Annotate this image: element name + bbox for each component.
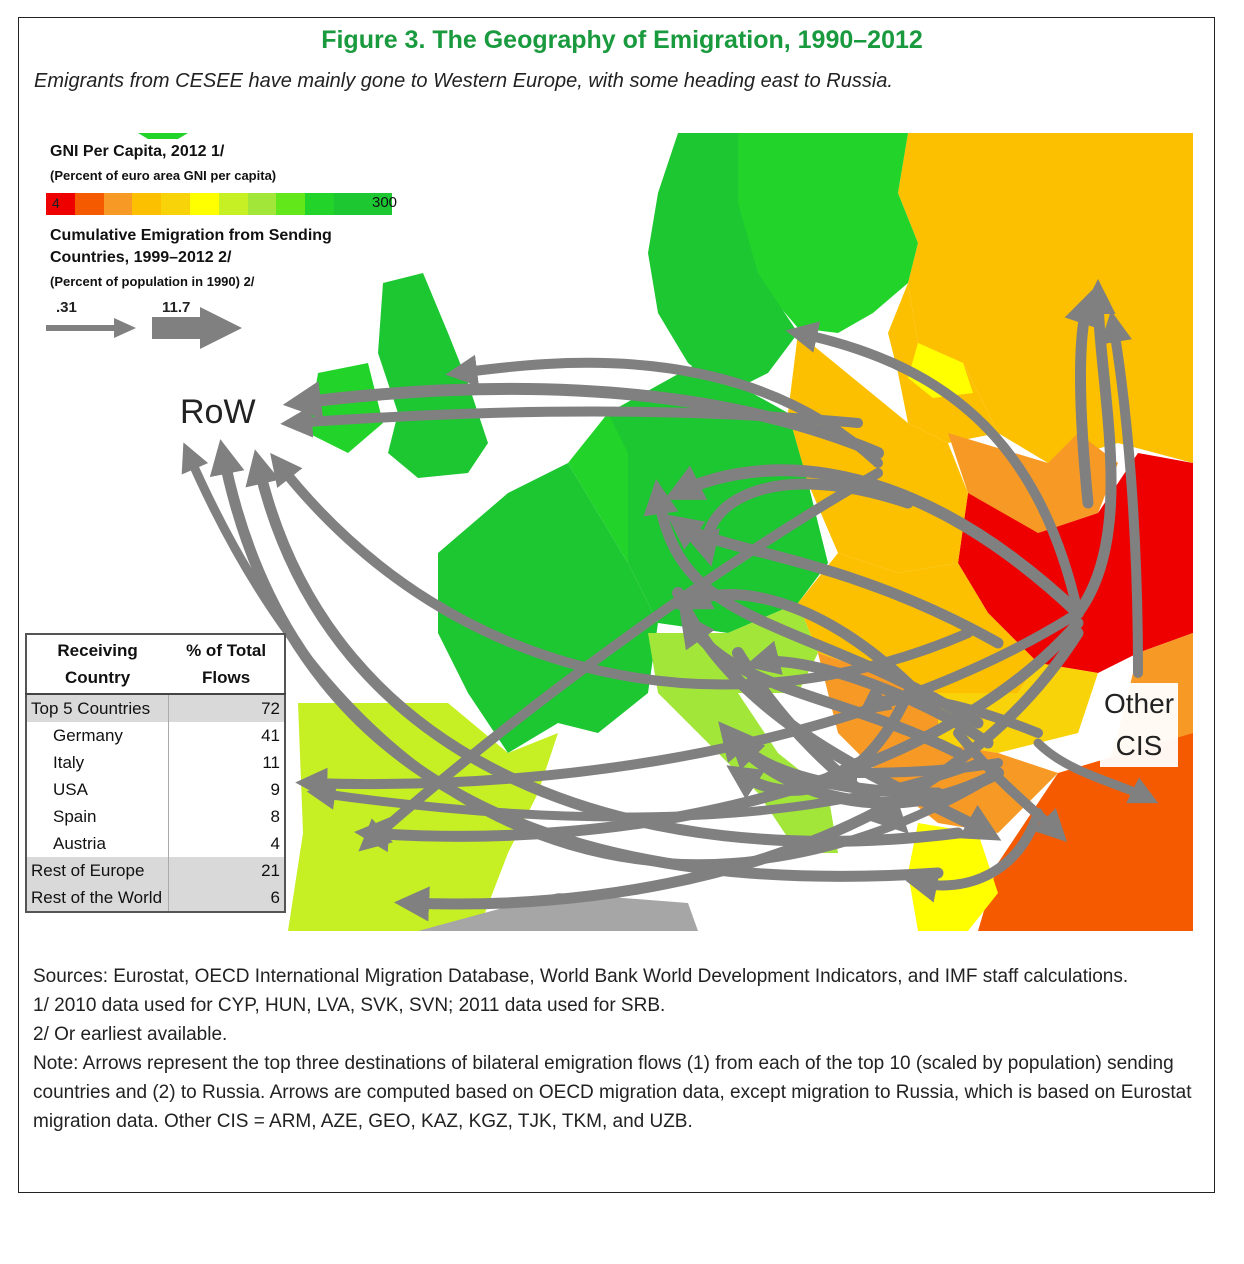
gni-scale-swatch (46, 193, 75, 215)
iberia-region (288, 703, 558, 931)
flow-arrow (306, 758, 983, 822)
footnote-1: 1/ 2010 data used for CYP, HUN, LVA, SVK… (33, 995, 666, 1016)
arrow-scale-large-label: 11.7 (162, 299, 191, 316)
table-row: Rest of Europe 21 (26, 857, 285, 884)
row-share: 41 (167, 722, 285, 749)
row-country: Italy (53, 753, 85, 772)
greece-region (908, 823, 998, 931)
flow-arrow (1033, 738, 1159, 804)
figure-title: Figure 3. The Geography of Emigration, 1… (321, 26, 923, 54)
flow-arrow (358, 468, 883, 852)
flow-arrow (672, 587, 1002, 841)
flow-arrow (664, 464, 1084, 619)
benelux-region (568, 413, 628, 563)
flow-arrow (732, 647, 909, 834)
france-region (438, 463, 658, 753)
gni-scale-swatch (132, 193, 162, 215)
row-share: 21 (167, 857, 285, 884)
col-header-country: Receiving Country (26, 634, 169, 695)
flow-arrow (353, 617, 1084, 853)
north-africa (418, 893, 698, 931)
source-notes: Sources: Eurostat, OECD International Mi… (33, 962, 1203, 1136)
gni-scale-swatch (305, 193, 334, 215)
row-country: USA (53, 780, 88, 799)
uk-region (378, 273, 488, 478)
row-country: Rest of Europe (26, 857, 169, 884)
row-share: 72 (167, 694, 285, 722)
gni-scale-swatch (103, 193, 133, 215)
germany-region (608, 363, 828, 633)
gni-scale-min: 4 (52, 195, 60, 211)
row-share: 8 (167, 803, 285, 830)
rest-of-world-label: RoW (180, 393, 256, 431)
flow-arrow (825, 756, 1003, 789)
sweden-norway (648, 133, 798, 393)
other-cis-line1: Other (1104, 688, 1175, 719)
row-country: Rest of the World (26, 884, 169, 912)
arrow-scale-small-label: .31 (56, 299, 77, 316)
flow-arrow (785, 321, 1083, 618)
iceland-top (138, 133, 188, 139)
flow-arrow (643, 479, 984, 729)
gni-color-scale (46, 193, 392, 215)
flow-arrow (744, 640, 994, 749)
table-row: USA 9 (26, 776, 285, 803)
flow-arrow (905, 808, 1043, 903)
row-share: 11 (167, 749, 285, 776)
gni-scale-swatch (247, 193, 277, 215)
emigration-legend-subtitle: (Percent of population in 1990) 2/ (50, 274, 255, 289)
arrow-large-icon (152, 307, 242, 349)
flow-arrows (181, 278, 1159, 922)
gni-scale-max: 300 (372, 194, 398, 211)
figure-frame (18, 17, 1215, 1193)
table-row: Italy 11 (26, 749, 285, 776)
gni-legend-title: GNI Per Capita, 2012 1/ (50, 143, 225, 160)
arrow-scale-icons (46, 307, 242, 349)
row-country: Germany (53, 726, 123, 745)
flow-arrow (953, 728, 1068, 843)
scandinavia-finland (728, 133, 918, 333)
receiving-country-table: Receiving Country % of Total Flows Top 5… (25, 633, 286, 913)
flow-arrow (282, 381, 884, 459)
row-country: Austria (53, 834, 106, 853)
flow-arrow (675, 577, 924, 699)
figure-subtitle: Emigrants from CESEE have mainly gone to… (34, 70, 893, 92)
flow-arrow (1064, 289, 1099, 509)
flow-arrow (280, 405, 863, 438)
gni-scale-swatch (161, 193, 190, 215)
arrow-small-icon (46, 318, 136, 338)
table-row: Austria 4 (26, 830, 285, 857)
arrows-note: Note: Arrows represent the top three des… (33, 1053, 1192, 1132)
table-row: Spain 8 (26, 803, 285, 830)
gni-scale-swatch (362, 193, 392, 215)
table-row: Rest of the World 6 (26, 884, 285, 912)
flow-arrow (1072, 278, 1117, 619)
ireland-region (308, 363, 383, 453)
gni-legend-subtitle: (Percent of euro area GNI per capita) (50, 168, 277, 183)
other-cis-label: Other CIS (1100, 683, 1179, 767)
map-canvas (138, 133, 1193, 931)
gni-scale-swatch (189, 193, 219, 215)
emigration-legend-title: Cumulative Emigration from Sending Count… (50, 227, 332, 266)
col-header-share: % of Total Flows (168, 634, 285, 695)
footnote-2: 2/ Or earliest available. (33, 1024, 228, 1045)
row-share: 6 (167, 884, 285, 912)
other-cis-line2: CIS (1115, 730, 1163, 761)
table-row: Top 5 Countries 72 (26, 694, 285, 722)
row-country: Top 5 Countries (26, 694, 169, 722)
gni-scale-swatch (276, 193, 306, 215)
row-country: Spain (53, 807, 97, 826)
flow-arrow (1100, 310, 1143, 678)
row-share: 4 (167, 830, 285, 857)
gni-scale-swatch (218, 193, 248, 215)
row-share: 9 (167, 776, 285, 803)
gni-scale-swatch (74, 193, 104, 215)
table-row: Germany 41 (26, 722, 285, 749)
gni-scale-swatch (333, 193, 363, 215)
sources-note: Sources: Eurostat, OECD International Mi… (33, 966, 1129, 987)
table-body: Top 5 Countries 72 Germany 41 Italy 11 USA 9 Spa… (26, 694, 285, 912)
